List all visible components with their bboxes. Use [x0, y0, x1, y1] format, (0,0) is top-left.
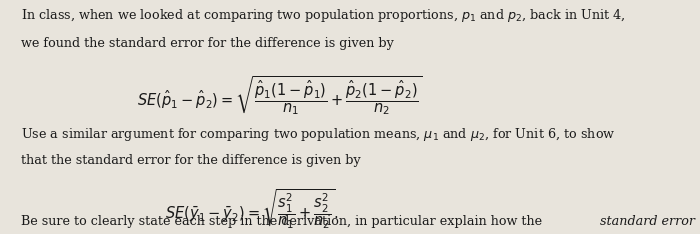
Text: that the standard error for the difference is given by: that the standard error for the differen…: [21, 154, 360, 168]
Text: $SE(\bar{y}_1 - \bar{y}_2) = \sqrt{\dfrac{s_1^2}{n_1} + \dfrac{s_2^2}{n_2}}.$: $SE(\bar{y}_1 - \bar{y}_2) = \sqrt{\dfra…: [165, 187, 339, 231]
Text: we found the standard error for the difference is given by: we found the standard error for the diff…: [21, 37, 394, 51]
Text: Use a similar argument for comparing two population means, $\mu_1$ and $\mu_2$, : Use a similar argument for comparing two…: [21, 126, 615, 143]
Text: standard error: standard error: [600, 215, 695, 228]
Text: $SE(\hat{p}_1 - \hat{p}_2) = \sqrt{\dfrac{\hat{p}_1(1-\hat{p}_1)}{n_1} + \dfrac{: $SE(\hat{p}_1 - \hat{p}_2) = \sqrt{\dfra…: [137, 75, 423, 118]
Text: In class, when we looked at comparing two population proportions, $p_1$ and $p_2: In class, when we looked at comparing tw…: [21, 7, 626, 24]
Text: Be sure to clearly state each step in the derivation, in particular explain how : Be sure to clearly state each step in th…: [21, 215, 546, 228]
